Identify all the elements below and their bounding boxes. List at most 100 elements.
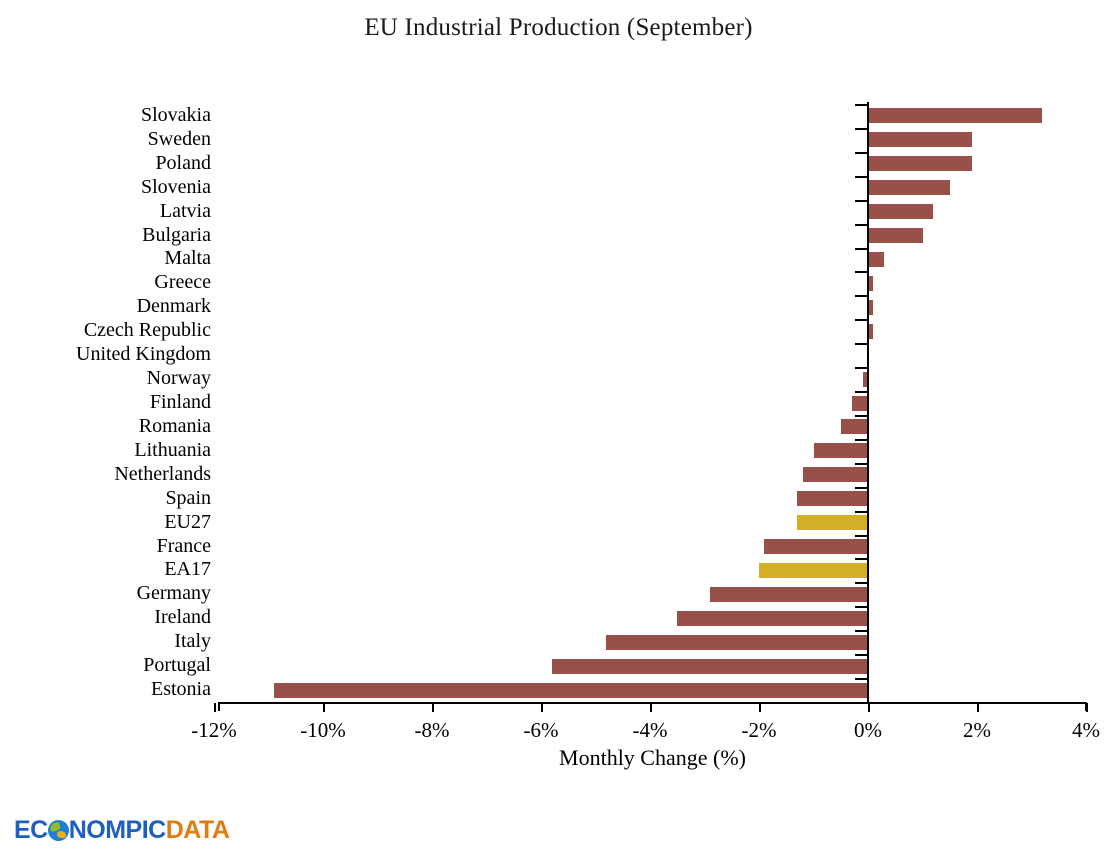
- bar: [862, 371, 868, 387]
- y-axis-tick: [855, 487, 868, 489]
- y-axis-tick: [855, 678, 868, 680]
- x-axis-tick-label: 4%: [1072, 718, 1100, 742]
- bar: [868, 132, 972, 148]
- y-axis-tick: [855, 415, 868, 417]
- x-axis-tick: [977, 703, 979, 712]
- bar: [868, 299, 874, 315]
- logo-text-part-two: NOMPIC: [68, 816, 167, 844]
- y-axis-tick: [855, 582, 868, 584]
- y-axis-label: Sweden: [147, 127, 211, 150]
- bar: [802, 467, 868, 483]
- y-axis-label: Finland: [149, 391, 211, 413]
- bar: [813, 443, 868, 459]
- y-axis-tick: [855, 152, 868, 154]
- y-axis-label: Netherlands: [114, 462, 211, 485]
- y-axis-label: Greece: [154, 271, 211, 294]
- x-axis-tick: [650, 703, 652, 712]
- y-axis-label: Portugal: [143, 654, 211, 677]
- y-axis-label: EU27: [164, 510, 211, 533]
- y-axis-label: Estonia: [151, 678, 211, 701]
- bar: [764, 539, 868, 555]
- x-axis-tick-label: 2%: [963, 718, 991, 742]
- y-axis-label: Malta: [164, 247, 211, 270]
- y-axis-label: Lithuania: [134, 438, 211, 461]
- bar: [797, 515, 868, 531]
- bar: [868, 156, 972, 172]
- bar: [868, 251, 885, 267]
- x-axis-tick: [432, 703, 434, 712]
- bar: [551, 658, 868, 674]
- logo-text-part-three: DATA: [165, 816, 230, 844]
- x-axis-tick-label: -6%: [523, 718, 559, 742]
- y-axis-tick: [855, 176, 868, 178]
- y-axis-tick: [855, 463, 868, 465]
- y-axis-label: Latvia: [159, 199, 211, 222]
- x-axis-tick-label: 0%: [854, 718, 882, 742]
- y-axis-tick: [855, 391, 868, 393]
- bar: [868, 228, 923, 244]
- x-axis-title: Monthly Change (%): [559, 745, 746, 770]
- y-axis-label: Ireland: [154, 606, 211, 629]
- chart-title: EU Industrial Production (September): [364, 14, 753, 41]
- y-axis-label: EA17: [164, 558, 211, 581]
- x-axis-tick: [1086, 703, 1088, 712]
- x-axis-tick: [323, 703, 325, 712]
- y-axis-label: Romania: [138, 414, 211, 437]
- y-axis-tick: [855, 271, 868, 273]
- x-axis-tick: [214, 703, 216, 712]
- x-axis-tick: [759, 703, 761, 712]
- bar: [868, 275, 874, 291]
- bar: [868, 180, 950, 196]
- x-axis-left-cap: [218, 702, 220, 711]
- bar: [709, 586, 868, 602]
- y-axis-label: Italy: [174, 630, 211, 653]
- y-axis-tick: [855, 104, 868, 106]
- y-axis-tick: [855, 558, 868, 560]
- y-axis-tick: [855, 128, 868, 130]
- x-axis-tick-label: -10%: [300, 718, 346, 742]
- y-axis-tick: [855, 439, 868, 441]
- bar: [840, 419, 868, 435]
- y-axis-tick: [855, 654, 868, 656]
- y-axis-labels: Slovakia Sweden Poland Slovenia Latvia Bulgar…: [0, 0, 211, 849]
- zero-axis-line: [867, 102, 869, 704]
- y-axis-tick: [855, 248, 868, 250]
- y-axis-label: France: [156, 534, 211, 557]
- logo-text-part-one: EC: [14, 816, 48, 844]
- y-axis-label: Bulgaria: [142, 223, 211, 246]
- y-axis-tick: [855, 511, 868, 513]
- bar: [677, 610, 868, 626]
- bar: [868, 204, 934, 220]
- y-axis-label: Germany: [136, 582, 211, 605]
- bar: [273, 682, 868, 698]
- bar: [868, 323, 874, 339]
- x-axis-tick-label: -2%: [741, 718, 777, 742]
- bar: [797, 491, 868, 507]
- globe-icon: [47, 820, 69, 841]
- y-axis-tick: [855, 535, 868, 537]
- y-axis-tick: [855, 200, 868, 202]
- y-axis-label: Norway: [146, 367, 211, 390]
- y-axis-tick: [855, 319, 868, 321]
- x-axis-tick-label: -12%: [191, 718, 237, 742]
- y-axis-label: Denmark: [136, 295, 211, 318]
- x-axis-tick: [868, 703, 870, 712]
- y-axis-tick: [855, 295, 868, 297]
- y-axis-tick: [855, 343, 868, 345]
- x-axis-line: [218, 702, 1087, 704]
- bar: [868, 108, 1043, 124]
- bar: [851, 395, 868, 411]
- y-axis-label: Spain: [165, 486, 211, 509]
- bar: [606, 634, 868, 650]
- y-axis-label: Slovakia: [141, 103, 211, 126]
- x-axis-tick-label: -8%: [414, 718, 450, 742]
- y-axis-label: United Kingdom: [76, 343, 211, 366]
- x-axis-tick-label: -4%: [632, 718, 668, 742]
- y-axis-tick: [855, 367, 868, 369]
- y-axis-label: Czech Republic: [83, 319, 211, 342]
- econompicdata-logo: EC NOMPICDATA: [14, 816, 230, 844]
- y-axis-label: Slovenia: [141, 175, 211, 198]
- x-axis-tick: [541, 703, 543, 712]
- y-axis-label: Poland: [155, 151, 211, 174]
